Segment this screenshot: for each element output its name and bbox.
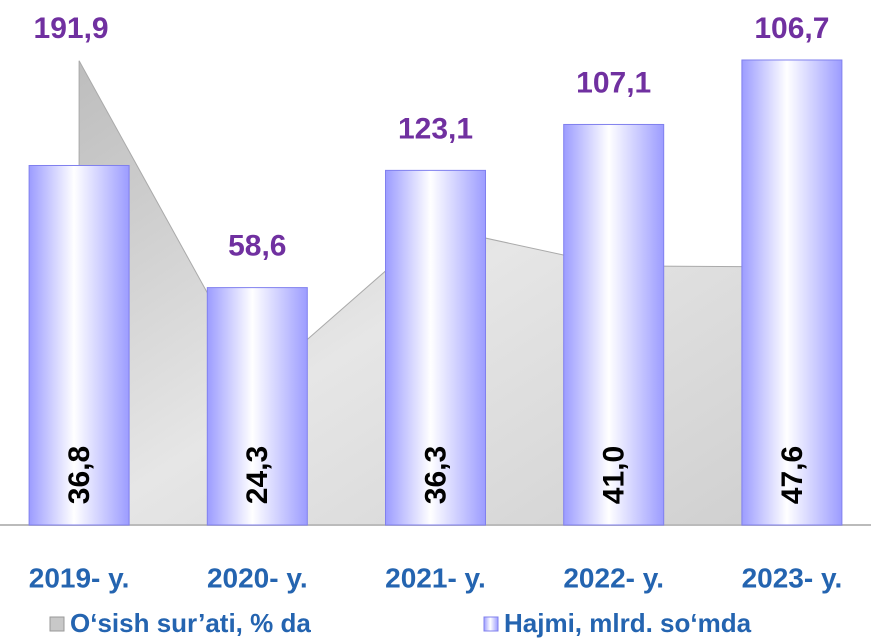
x-tick-label: 2021- y. xyxy=(385,562,486,593)
bar-value-label: 24,3 xyxy=(241,446,274,504)
bar-value-label: 47,6 xyxy=(776,446,809,504)
bar-value-label: 36,8 xyxy=(63,446,96,504)
legend-label: O‘sish sur’ati, % da xyxy=(70,608,311,638)
x-tick-label: 2023- y. xyxy=(742,562,843,593)
area-value-label: 191,9 xyxy=(34,12,109,45)
bar xyxy=(28,164,130,526)
legend-marker xyxy=(483,616,499,632)
area-value-label: 106,7 xyxy=(754,12,829,45)
x-tick-label: 2022- y. xyxy=(563,562,664,593)
area-value-label: 107,1 xyxy=(576,66,651,99)
bar xyxy=(206,287,308,526)
x-tick-label: 2019- y. xyxy=(29,562,130,593)
area-value-label: 58,6 xyxy=(228,230,286,263)
bar-value-label: 41,0 xyxy=(598,446,631,504)
bar xyxy=(563,123,665,526)
x-tick-label: 2020- y. xyxy=(207,562,308,593)
bar xyxy=(741,59,843,526)
bar-value-label: 36,3 xyxy=(419,446,452,504)
legend-label: Hajmi, mlrd. so‘mda xyxy=(504,608,752,638)
legend-marker xyxy=(49,616,65,632)
area-value-label: 123,1 xyxy=(398,112,473,145)
bar xyxy=(385,169,486,526)
